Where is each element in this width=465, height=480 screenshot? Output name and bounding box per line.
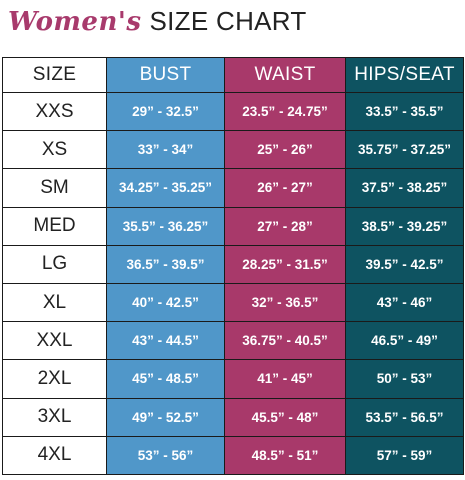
bust-cell: 35.5” - 36.25” (106, 206, 225, 246)
header-size: SIZE (2, 57, 107, 93)
header-row: SIZE BUST WAIST HIPS/SEAT (2, 57, 464, 93)
size-cell: MED (2, 206, 107, 246)
hips-cell: 46.5” - 49” (345, 321, 464, 361)
chart-title: Women's SIZE CHART (8, 6, 307, 46)
bust-cell: 53” - 56” (106, 435, 225, 476)
hips-cell: 35.75” - 37.25” (345, 130, 464, 170)
hips-cell: 53.5” - 56.5” (345, 397, 464, 437)
table-row: 3XL 49” - 52.5” 45.5” - 48” 53.5” - 56.5” (2, 397, 464, 437)
bust-cell: 34.25” - 35.25” (106, 168, 225, 208)
size-cell: XXS (2, 91, 107, 132)
table-row: LG 36.5” - 39.5” 28.25” - 31.5” 39.5” - 42.… (2, 244, 464, 284)
hips-cell: 38.5” - 39.25” (345, 206, 464, 246)
header-bust: BUST (106, 57, 225, 93)
bust-cell: 45” - 48.5” (106, 359, 225, 399)
bust-cell: 36.5” - 39.5” (106, 244, 225, 284)
hips-cell: 43” - 46” (345, 282, 464, 323)
size-cell: XXL (2, 321, 107, 361)
waist-cell: 45.5” - 48” (224, 397, 346, 437)
waist-cell: 26” - 27” (224, 168, 346, 208)
table-row: 4XL 53” - 56” 48.5” - 51” 57” - 59” (2, 435, 464, 476)
waist-cell: 27” - 28” (224, 206, 346, 246)
hips-cell: 39.5” - 42.5” (345, 244, 464, 284)
header-hips: HIPS/SEAT (345, 57, 464, 93)
size-cell: XL (2, 282, 107, 323)
table-row: MED 35.5” - 36.25” 27” - 28” 38.5” - 39.25” (2, 206, 464, 246)
size-cell: 3XL (2, 397, 107, 437)
title-main: SIZE CHART (149, 6, 307, 36)
waist-cell: 41” - 45” (224, 359, 346, 399)
hips-cell: 50” - 53” (345, 359, 464, 399)
title-script: Women's (8, 7, 142, 37)
size-cell: SM (2, 168, 107, 208)
bust-cell: 29” - 32.5” (106, 91, 225, 132)
bust-cell: 43” - 44.5” (106, 321, 225, 361)
bust-cell: 40” - 42.5” (106, 282, 225, 323)
header-waist: WAIST (224, 57, 346, 93)
table-row: SM 34.25” - 35.25” 26” - 27” 37.5” - 38.25” (2, 168, 464, 208)
size-cell: 2XL (2, 359, 107, 399)
table-row: XL 40” - 42.5” 32” - 36.5” 43” - 46” (2, 282, 464, 323)
table-row: XXL 43” - 44.5” 36.75” - 40.5” 46.5” - 49” (2, 321, 464, 361)
size-chart-table: SIZE BUST WAIST HIPS/SEAT XXS 29” - 32.5”… (2, 57, 464, 476)
hips-cell: 33.5” - 35.5” (345, 91, 464, 132)
size-cell: 4XL (2, 435, 107, 476)
size-cell: LG (2, 244, 107, 284)
size-cell: XS (2, 130, 107, 170)
waist-cell: 36.75” - 40.5” (224, 321, 346, 361)
waist-cell: 23.5” - 24.75” (224, 91, 346, 132)
table-row: 2XL 45” - 48.5” 41” - 45” 50” - 53” (2, 359, 464, 399)
bust-cell: 49” - 52.5” (106, 397, 225, 437)
waist-cell: 28.25” - 31.5” (224, 244, 346, 284)
hips-cell: 57” - 59” (345, 435, 464, 476)
bust-cell: 33” - 34” (106, 130, 225, 170)
table-row: XXS 29” - 32.5” 23.5” - 24.75” 33.5” - 35.5… (2, 91, 464, 132)
table-row: XS 33” - 34” 25” - 26” 35.75” - 37.25” (2, 130, 464, 170)
waist-cell: 48.5” - 51” (224, 435, 346, 476)
waist-cell: 25” - 26” (224, 130, 346, 170)
waist-cell: 32” - 36.5” (224, 282, 346, 323)
hips-cell: 37.5” - 38.25” (345, 168, 464, 208)
